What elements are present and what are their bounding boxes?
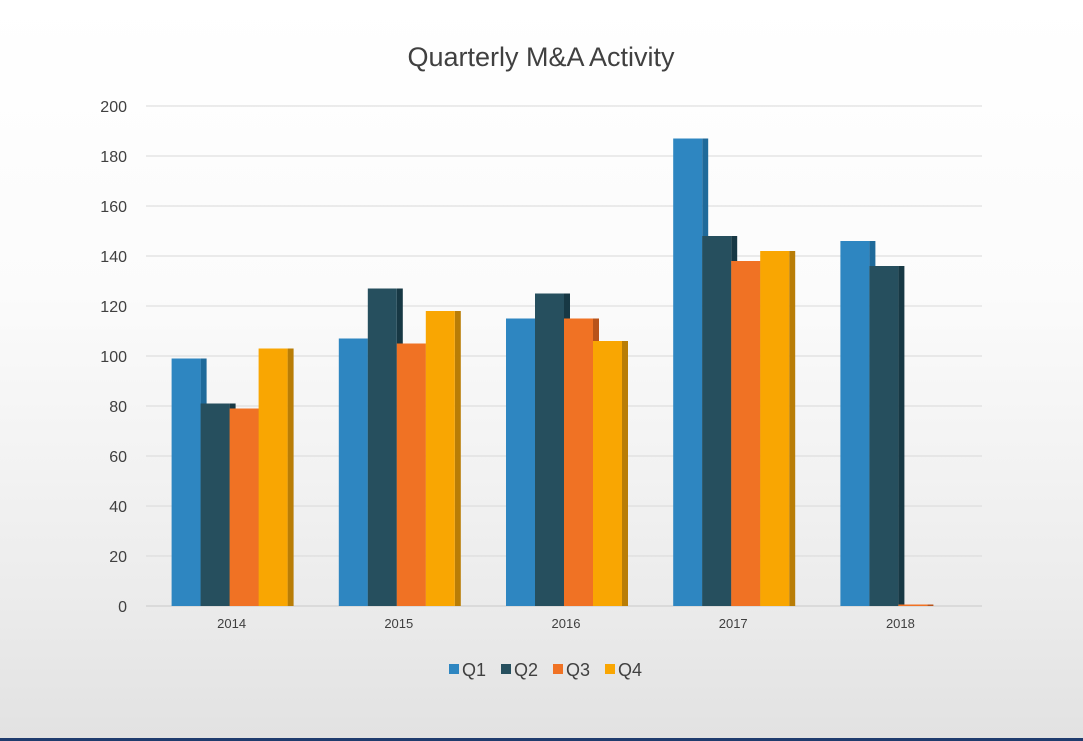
y-tick-label: 20 (109, 549, 127, 566)
y-tick-label: 180 (100, 149, 127, 166)
bar-front-face (731, 261, 761, 606)
bar-side-face (898, 266, 905, 606)
bar-front-face (673, 138, 703, 606)
legend: Q1 Q2 Q3 Q4 (449, 660, 642, 680)
bar-front-face (760, 251, 790, 606)
bar-front-face (258, 348, 288, 606)
bar-front-face (396, 343, 426, 606)
bar-q4-2017 (760, 251, 796, 606)
legend-label: Q2 (514, 660, 538, 680)
bar-side-face (622, 341, 628, 606)
bar-front-face (367, 288, 397, 606)
bar-front-face (869, 266, 899, 606)
legend-label: Q1 (462, 660, 486, 680)
bar-q3-2018 (898, 604, 934, 606)
legend-swatch (553, 664, 563, 674)
bar-front-face (840, 241, 870, 606)
bar-front-face (200, 403, 230, 606)
legend-item-q4: Q4 (605, 660, 642, 680)
x-category-label: 2014 (217, 616, 246, 631)
legend-item-q3: Q3 (553, 660, 590, 680)
y-tick-label: 200 (100, 99, 127, 116)
bar-q4-2014 (258, 348, 294, 606)
y-tick-label: 0 (118, 599, 127, 616)
bar-side-face (789, 251, 796, 606)
y-tick-label: 40 (109, 499, 127, 516)
bar-q4-2016 (593, 341, 628, 606)
x-category-label: 2015 (384, 616, 413, 631)
legend-swatch (501, 664, 511, 674)
bar-front-face (338, 338, 368, 606)
y-tick-label: 160 (100, 199, 127, 216)
x-category-label: 2017 (719, 616, 748, 631)
bar-side-face (454, 311, 461, 606)
chart-title: Quarterly M&A Activity (407, 42, 675, 72)
bars (171, 138, 934, 606)
y-tick-label: 60 (109, 449, 127, 466)
bar-front-face (171, 358, 201, 606)
legend-label: Q3 (566, 660, 590, 680)
x-category-label: 2016 (552, 616, 581, 631)
legend-item-q2: Q2 (501, 660, 538, 680)
bar-front-face (702, 236, 732, 606)
bar-front-face (898, 604, 928, 606)
bar-front-face (593, 341, 622, 606)
x-axis-category-labels: 2014 2015 2016 2017 2018 (217, 616, 915, 631)
legend-label: Q4 (618, 660, 642, 680)
legend-swatch (449, 664, 459, 674)
y-tick-label: 140 (100, 249, 127, 266)
y-axis-tick-labels: 0 20 40 60 80 100 120 140 160 180 200 (100, 99, 127, 616)
y-tick-label: 100 (100, 349, 127, 366)
bar-side-face (927, 604, 934, 606)
y-tick-label: 80 (109, 399, 127, 416)
legend-item-q1: Q1 (449, 660, 486, 680)
bar-front-face (425, 311, 455, 606)
bar-front-face (535, 293, 564, 606)
legend-swatch (605, 664, 615, 674)
y-tick-label: 120 (100, 299, 127, 316)
bar-front-face (564, 318, 593, 606)
bar-side-face (287, 348, 294, 606)
bar-front-face (229, 408, 259, 606)
bar-front-face (506, 318, 535, 606)
bar-q4-2015 (425, 311, 461, 606)
x-category-label: 2018 (886, 616, 915, 631)
bar-q2-2018 (869, 266, 905, 606)
